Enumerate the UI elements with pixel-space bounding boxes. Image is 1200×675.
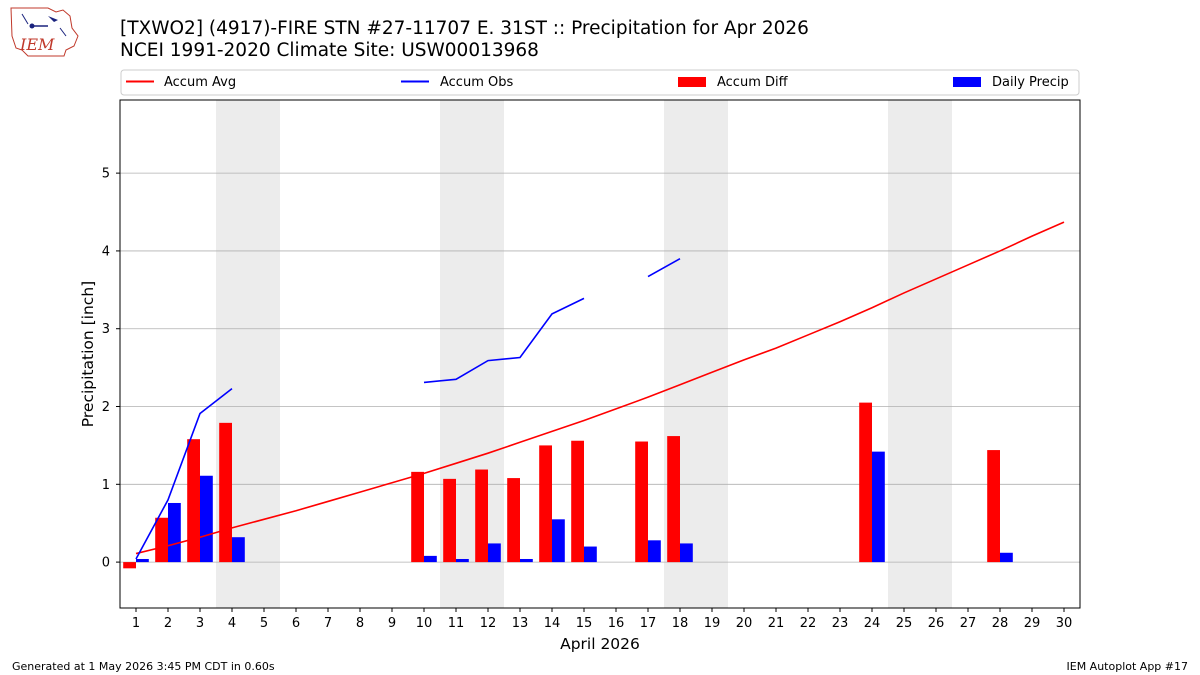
x-tick-label: 8	[356, 616, 364, 631]
x-tick-label: 17	[640, 616, 657, 631]
accum-diff-bar	[475, 469, 488, 563]
x-tick-label: 28	[992, 616, 1009, 631]
daily-precip-bar	[168, 502, 181, 563]
x-tick-label: 16	[608, 616, 625, 631]
legend-swatch	[678, 77, 706, 87]
accum-diff-bar	[635, 441, 648, 563]
x-tick-label: 4	[228, 616, 236, 631]
iem-logo: IEM	[10, 7, 79, 57]
x-tick-label: 19	[704, 616, 721, 631]
y-tick-label: 2	[102, 400, 110, 415]
app-credit: IEM Autoplot App #17	[1066, 660, 1189, 673]
x-tick-label: 27	[960, 616, 977, 631]
x-tick-label: 24	[864, 616, 881, 631]
y-tick-label: 1	[102, 478, 110, 493]
x-tick-label: 13	[512, 616, 529, 631]
x-tick-label: 3	[196, 616, 204, 631]
legend-label: Daily Precip	[992, 75, 1069, 90]
chart-subtitle: NCEI 1991-2020 Climate Site: USW00013968	[120, 40, 539, 61]
daily-precip-bar	[232, 537, 245, 563]
accum-avg-line	[135, 221, 1065, 555]
legend-label: Accum Diff	[717, 75, 789, 90]
x-tick-label: 23	[832, 616, 849, 631]
x-tick-label: 29	[1024, 616, 1041, 631]
y-tick-label: 5	[102, 167, 110, 182]
daily-precip-bar	[424, 555, 437, 563]
x-tick-label: 11	[448, 616, 465, 631]
generated-note: Generated at 1 May 2026 3:45 PM CDT in 0…	[12, 660, 275, 673]
weekend-band	[888, 100, 952, 608]
daily-precip-bar	[456, 558, 469, 563]
daily-precip-bar	[872, 451, 885, 563]
accum-diff-bar	[507, 478, 520, 563]
accum-diff-bar	[667, 436, 680, 563]
daily-precip-bar	[680, 543, 693, 563]
accum-diff-bar	[443, 478, 456, 563]
daily-precip-bar	[200, 475, 213, 563]
chart-title: [TXWO2] (4917)-FIRE STN #27-11707 E. 31S…	[120, 18, 809, 39]
y-axis-label: Precipitation [inch]	[79, 281, 97, 427]
y-tick-label: 3	[102, 322, 110, 337]
x-tick-label: 7	[324, 616, 332, 631]
logo-text: IEM	[19, 35, 55, 54]
accum-diff-bar	[859, 402, 872, 563]
x-tick-label: 22	[800, 616, 817, 631]
daily-precip-bar	[552, 519, 565, 563]
accum-obs-line	[647, 258, 681, 278]
y-tick-label: 0	[102, 556, 110, 571]
x-tick-label: 25	[896, 616, 913, 631]
x-tick-label: 18	[672, 616, 689, 631]
x-tick-label: 2	[164, 616, 172, 631]
x-tick-label: 20	[736, 616, 753, 631]
daily-precip-bar	[584, 546, 597, 563]
daily-precip-bar	[1000, 552, 1013, 563]
legend-swatch	[953, 77, 981, 87]
accum-diff-bar	[219, 422, 232, 563]
x-tick-label: 21	[768, 616, 785, 631]
accum-diff-bar	[411, 471, 424, 563]
x-tick-label: 30	[1056, 616, 1073, 631]
x-axis-label: April 2026	[560, 635, 640, 653]
accum-obs-line	[423, 297, 585, 384]
daily-precip-bar	[488, 543, 501, 563]
accum-diff-bar	[155, 517, 168, 563]
accum-diff-bar	[571, 440, 584, 563]
y-tick-label: 4	[102, 244, 110, 259]
accum-obs-line	[135, 387, 233, 560]
accum-diff-bar	[123, 562, 136, 569]
accum-diff-bar	[539, 445, 552, 563]
legend-box	[120, 69, 1080, 96]
legend-label: Accum Avg	[164, 75, 236, 90]
x-tick-label: 1	[132, 616, 140, 631]
accum-diff-bar	[987, 450, 1000, 563]
x-tick-label: 10	[416, 616, 433, 631]
daily-precip-bar	[520, 558, 533, 563]
x-tick-label: 6	[292, 616, 300, 631]
x-tick-label: 26	[928, 616, 945, 631]
x-tick-label: 12	[480, 616, 497, 631]
x-tick-label: 9	[388, 616, 396, 631]
legend: Accum Avg Accum Obs Accum Diff Daily Precip	[120, 69, 1080, 96]
x-tick-label: 15	[576, 616, 593, 631]
daily-precip-bar	[136, 558, 149, 563]
x-tick-label: 5	[260, 616, 268, 631]
plot-frame	[119, 99, 1081, 609]
legend-label: Accum Obs	[440, 75, 513, 90]
daily-precip-bar	[648, 540, 661, 563]
accum-diff-bar	[187, 439, 200, 563]
x-tick-label: 14	[544, 616, 561, 631]
